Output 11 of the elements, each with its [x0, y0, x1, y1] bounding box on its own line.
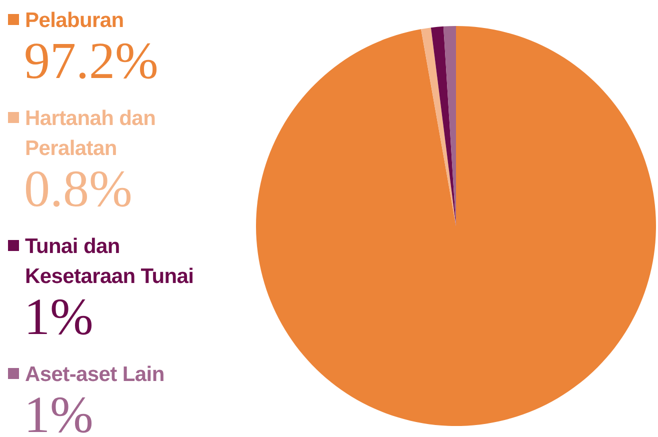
- data-label: 1%: [24, 289, 94, 346]
- legend-label: Pelaburan: [25, 9, 124, 32]
- pie-slice: [420, 28, 456, 226]
- legend-label: Aset-aset Lain: [25, 363, 164, 386]
- data-label: 97.2%: [24, 33, 158, 90]
- data-label: 0.8%: [24, 161, 132, 218]
- legend-label: Tunai dan Kesetaraan Tunai: [25, 235, 194, 288]
- legend-label: Hartanah dan Peralatan: [25, 107, 156, 160]
- pie-slice: [430, 26, 456, 226]
- pie-slice: [256, 26, 656, 426]
- data-label: 1%: [24, 387, 94, 437]
